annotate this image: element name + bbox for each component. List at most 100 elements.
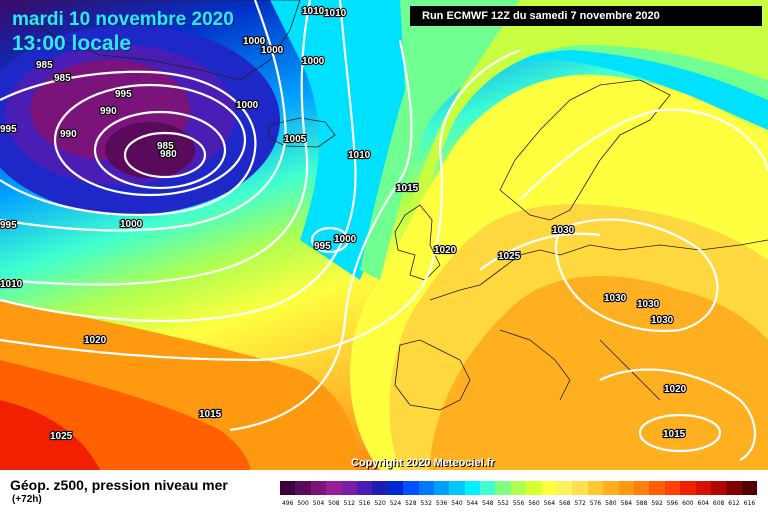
scale-swatch bbox=[449, 481, 465, 495]
scale-tick-label: 564 bbox=[543, 500, 556, 507]
pressure-label: 1000 bbox=[261, 45, 284, 56]
isobar-985 bbox=[93, 110, 227, 190]
scale-swatch bbox=[741, 481, 758, 495]
pressure-label: 1010 bbox=[0, 279, 23, 290]
scale-swatch bbox=[557, 481, 573, 495]
field-band-green bbox=[360, 0, 768, 280]
pressure-label: 1030 bbox=[552, 225, 575, 236]
isobar-1000 bbox=[0, 0, 287, 232]
scale-swatch bbox=[603, 481, 619, 495]
scale-swatch bbox=[510, 481, 527, 495]
map-local-time: 13:00 locale bbox=[12, 32, 132, 55]
pressure-label: 1005 bbox=[284, 134, 307, 145]
pressure-label: 1015 bbox=[663, 429, 686, 440]
isobar-1005 bbox=[0, 0, 312, 286]
scale-tick-label: 576 bbox=[589, 500, 602, 507]
pressure-label: 1025 bbox=[50, 431, 73, 442]
scale-swatch bbox=[387, 481, 404, 495]
scale-tick-label: 520 bbox=[374, 500, 386, 507]
scale-tick-label: 568 bbox=[559, 500, 571, 507]
scale-swatch bbox=[695, 481, 711, 495]
pressure-label: 1000 bbox=[236, 100, 259, 111]
scale-tick-label: 560 bbox=[528, 500, 540, 507]
scale-swatch bbox=[541, 481, 558, 495]
pressure-label: 990 bbox=[60, 129, 77, 140]
scale-swatch bbox=[464, 481, 481, 495]
legend-bar: Géop. z500, pression niveau mer (+72h) 4… bbox=[0, 470, 768, 512]
scale-swatch bbox=[572, 481, 588, 495]
pressure-label: 1030 bbox=[651, 315, 674, 326]
greenland-coast bbox=[19, 0, 301, 81]
pressure-label: 995 bbox=[115, 89, 132, 100]
run-info-box: Run ECMWF 12Z du samedi 7 novembre 2020 bbox=[410, 6, 762, 26]
scale-tick-label: 528 bbox=[405, 500, 417, 507]
pressure-geopotential-map: 1010 1010 985 985 995 990 995 990 985 98… bbox=[0, 0, 768, 470]
isobar-1015 bbox=[229, 39, 413, 432]
scale-tick-label: 524 bbox=[389, 500, 402, 507]
scale-tick-label: 616 bbox=[743, 500, 756, 507]
pressure-label: 985 bbox=[36, 60, 53, 71]
isobar-1020-east bbox=[599, 368, 756, 461]
pressure-label: 995 bbox=[0, 220, 17, 231]
pressure-label: 985 bbox=[157, 141, 174, 152]
iceland-coast bbox=[267, 117, 336, 148]
scale-swatch bbox=[495, 481, 511, 495]
isobar-980 bbox=[123, 131, 207, 179]
scale-swatch bbox=[710, 481, 727, 495]
scale-tick-label: 496 bbox=[281, 500, 294, 507]
isobar-995-small bbox=[310, 226, 350, 254]
pressure-label: 1020 bbox=[664, 384, 687, 395]
scale-tick-label: 600 bbox=[682, 500, 694, 507]
pressure-label: 1010 bbox=[324, 8, 347, 19]
scale-swatch bbox=[726, 481, 742, 495]
pressure-label: 1025 bbox=[498, 251, 521, 262]
scale-tick-label: 548 bbox=[482, 500, 494, 507]
scale-tick-label: 572 bbox=[574, 500, 586, 507]
scale-swatch bbox=[664, 481, 681, 495]
scale-swatch bbox=[280, 481, 296, 495]
pressure-label: 1010 bbox=[348, 150, 371, 161]
scale-tick-label: 580 bbox=[605, 500, 617, 507]
scale-tick-label: 552 bbox=[497, 500, 509, 507]
scale-swatch bbox=[433, 481, 450, 495]
pressure-label: 1020 bbox=[434, 245, 457, 256]
scale-tick-label: 540 bbox=[451, 500, 463, 507]
scale-tick-label: 608 bbox=[712, 500, 725, 507]
scale-swatch bbox=[403, 481, 419, 495]
lead-time: (+72h) bbox=[12, 494, 42, 505]
pressure-label: 1000 bbox=[120, 219, 143, 230]
copyright-notice: Copyright 2020 Meteociel.fr bbox=[351, 457, 495, 469]
scale-tick-label: 544 bbox=[466, 500, 479, 507]
scale-swatch bbox=[649, 481, 665, 495]
scale-swatch bbox=[587, 481, 604, 495]
scale-swatch bbox=[618, 481, 634, 495]
scale-tick-label: 584 bbox=[620, 500, 633, 507]
pressure-label: 995 bbox=[314, 241, 331, 252]
scale-swatch bbox=[418, 481, 434, 495]
scale-swatch bbox=[680, 481, 696, 495]
isobar-995 bbox=[0, 70, 257, 217]
pressure-label: 1000 bbox=[243, 36, 266, 47]
low-core-center bbox=[105, 122, 195, 178]
pressure-labels: 1010 1010 985 985 995 990 995 990 985 98… bbox=[0, 5, 688, 443]
field-band-orange bbox=[430, 276, 768, 470]
pressure-label: 995 bbox=[0, 124, 17, 135]
continent-coast bbox=[394, 239, 768, 411]
scale-swatch bbox=[372, 481, 388, 495]
scale-tick-label: 504 bbox=[312, 500, 325, 507]
scale-tick-label: 532 bbox=[420, 500, 432, 507]
pressure-label: 990 bbox=[100, 106, 117, 117]
isobar-1010 bbox=[0, 0, 357, 322]
scale-swatch bbox=[526, 481, 542, 495]
legend-title: Géop. z500, pression niveau mer bbox=[10, 477, 228, 493]
isobar-1025 bbox=[479, 108, 768, 271]
scale-tick-label: 592 bbox=[651, 500, 663, 507]
isobar-1020 bbox=[0, 48, 521, 362]
scale-tick-label: 556 bbox=[512, 500, 525, 507]
pressure-label: 1030 bbox=[604, 293, 627, 304]
isobar-1015-east bbox=[638, 413, 722, 453]
field-band-cyan bbox=[270, 0, 768, 280]
field-band-sw-deep-red bbox=[0, 400, 100, 470]
scale-swatch bbox=[295, 481, 311, 495]
